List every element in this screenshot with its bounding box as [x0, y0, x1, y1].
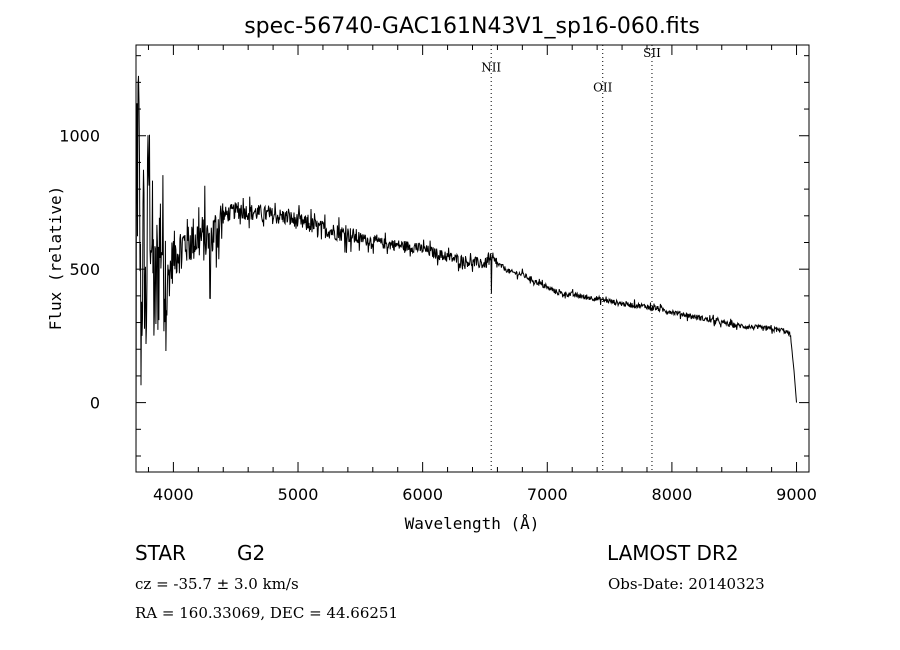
y-tick-labels: 0 500 1000 — [59, 127, 100, 413]
x-tick-label: 8000 — [652, 485, 693, 504]
emission-line-label: NII — [481, 61, 501, 75]
y-axis-label: Flux (relative) — [46, 186, 65, 331]
redshift-readout: cz = -35.7 ± 3.0 km/s — [135, 575, 299, 593]
plot-frame — [135, 44, 810, 473]
emission-lines: NII OII SII — [481, 45, 661, 472]
x-tick-label: 9000 — [776, 485, 817, 504]
chart-title: spec-56740-GAC161N43V1_sp16-060.fits — [244, 14, 700, 39]
x-tick-label: 4000 — [153, 485, 194, 504]
observation-date: Obs-Date: 20140323 — [608, 575, 765, 593]
coordinates-readout: RA = 160.33069, DEC = 44.66251 — [135, 604, 399, 622]
x-tick-labels: 4000 5000 6000 7000 8000 9000 — [153, 485, 817, 504]
x-tick-label: 6000 — [402, 485, 443, 504]
x-axis-label: Wavelength (Å) — [405, 514, 540, 533]
object-subclass: G2 — [237, 541, 266, 565]
y-tick-label: 0 — [90, 394, 100, 413]
emission-line-label: SII — [643, 46, 661, 60]
emission-line-label: OII — [593, 81, 613, 95]
survey-name: LAMOST DR2 — [607, 541, 739, 565]
x-tick-label: 7000 — [527, 485, 568, 504]
object-class: STAR — [135, 541, 186, 565]
y-tick-label: 500 — [69, 260, 100, 279]
y-tick-label: 1000 — [59, 127, 100, 146]
spectrum-series-line — [135, 75, 797, 463]
x-tick-label: 5000 — [278, 485, 319, 504]
axis-ticks — [136, 45, 809, 472]
